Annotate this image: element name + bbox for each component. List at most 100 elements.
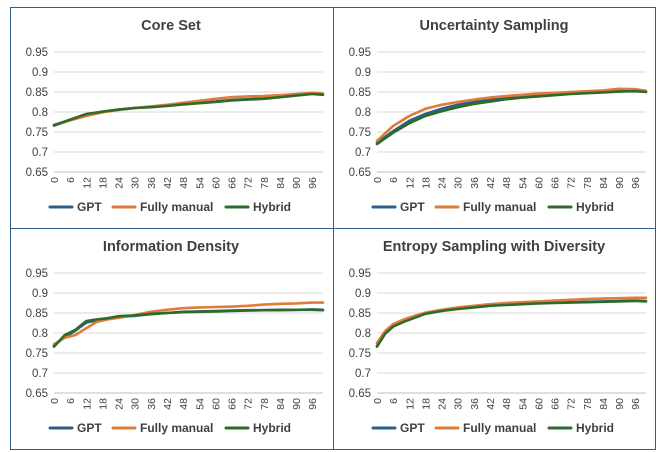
- y-tick-label: 0.8: [355, 328, 371, 340]
- x-tick-label: 66: [550, 177, 562, 189]
- x-tick-label: 60: [210, 177, 222, 189]
- series-line-hybrid: [52, 92, 325, 127]
- y-tick-label: 0.95: [26, 47, 48, 59]
- x-tick-label: 84: [275, 177, 287, 189]
- y-tick-label: 0.8: [32, 107, 48, 119]
- legend-label-hybrid: Hybrid: [253, 200, 291, 214]
- x-tick-label: 6: [388, 398, 400, 404]
- x-tick-label: 48: [178, 177, 190, 189]
- y-tick-label: 0.65: [349, 167, 371, 179]
- y-tick-label: 0.75: [26, 348, 48, 360]
- legend-label-fully-manual: Fully manual: [140, 200, 213, 214]
- y-tick-label: 0.7: [355, 368, 371, 380]
- x-tick-label: 12: [81, 177, 93, 189]
- x-tick-label: 60: [210, 398, 222, 410]
- panel-core-set: Core Set 0.95 0.9 0.85 0.8 0.75 0.7 0.650 6 12 18 2…: [26, 18, 325, 214]
- y-tick-label: 0.7: [32, 368, 48, 380]
- x-tick-label: 96: [307, 398, 319, 410]
- series-line-hybrid: [375, 89, 648, 146]
- x-tick-label: 6: [65, 398, 77, 404]
- x-tick-label: 6: [65, 177, 77, 183]
- legend-label-gpt: GPT: [400, 421, 425, 435]
- y-tick-label: 0.7: [32, 147, 48, 159]
- x-tick-label: 48: [178, 398, 190, 410]
- x-tick-label: 12: [81, 398, 93, 410]
- x-tick-label: 72: [566, 398, 578, 410]
- x-tick-label: 78: [259, 177, 271, 189]
- x-tick-label: 36: [469, 398, 481, 410]
- x-tick-label: 72: [243, 177, 255, 189]
- x-tick-label: 54: [517, 398, 529, 410]
- x-tick-label: 84: [275, 398, 287, 410]
- x-tick-label: 90: [614, 398, 626, 410]
- x-tick-label: 72: [566, 177, 578, 189]
- x-tick-label: 36: [469, 177, 481, 189]
- series-line-fully-manual: [375, 296, 648, 345]
- x-tick-label: 24: [114, 398, 126, 410]
- legend-label-fully-manual: Fully manual: [140, 421, 213, 435]
- y-tick-label: 0.75: [26, 127, 48, 139]
- y-tick-label: 0.85: [349, 87, 371, 99]
- x-tick-label: 18: [97, 177, 109, 189]
- y-tick-label: 0.95: [349, 47, 371, 59]
- legend-label-fully-manual: Fully manual: [463, 421, 536, 435]
- x-tick-label: 36: [146, 177, 158, 189]
- legend-label-hybrid: Hybrid: [576, 421, 614, 435]
- x-tick-label: 12: [404, 398, 416, 410]
- x-tick-label: 0: [49, 398, 61, 404]
- x-tick-label: 42: [485, 177, 497, 189]
- x-tick-label: 30: [130, 398, 142, 410]
- x-tick-label: 12: [404, 177, 416, 189]
- series-line-fully-manual: [375, 87, 648, 143]
- x-tick-label: 18: [97, 398, 109, 410]
- x-tick-label: 72: [243, 398, 255, 410]
- y-tick-label: 0.8: [32, 328, 48, 340]
- series-line-fully-manual: [52, 301, 325, 346]
- x-tick-label: 96: [630, 177, 642, 189]
- x-tick-label: 60: [533, 398, 545, 410]
- series-line-hybrid: [52, 308, 325, 348]
- y-tick-label: 0.85: [26, 87, 48, 99]
- x-tick-label: 24: [437, 398, 449, 410]
- y-tick-label: 0.9: [355, 288, 371, 300]
- x-tick-label: 54: [194, 398, 206, 410]
- x-tick-label: 78: [259, 398, 271, 410]
- y-tick-label: 0.95: [26, 268, 48, 280]
- legend-label-hybrid: Hybrid: [576, 200, 614, 214]
- x-tick-label: 96: [630, 398, 642, 410]
- x-tick-label: 36: [146, 398, 158, 410]
- y-tick-label: 0.75: [349, 127, 371, 139]
- y-tick-label: 0.9: [32, 67, 48, 79]
- x-tick-label: 90: [291, 177, 303, 189]
- x-tick-label: 24: [437, 177, 449, 189]
- panel-frame-core-set: [10, 7, 334, 229]
- x-tick-label: 78: [582, 398, 594, 410]
- y-tick-label: 0.65: [26, 167, 48, 179]
- y-tick-label: 0.95: [349, 268, 371, 280]
- y-tick-label: 0.85: [26, 308, 48, 320]
- x-tick-label: 96: [307, 177, 319, 189]
- x-tick-label: 54: [194, 177, 206, 189]
- x-tick-label: 48: [501, 177, 513, 189]
- legend-label-fully-manual: Fully manual: [463, 200, 536, 214]
- x-tick-label: 42: [485, 398, 497, 410]
- x-tick-label: 18: [420, 177, 432, 189]
- x-tick-label: 18: [420, 398, 432, 410]
- legend-label-gpt: GPT: [400, 200, 425, 214]
- x-tick-label: 24: [114, 177, 126, 189]
- chart-title: Uncertainty Sampling: [419, 18, 568, 34]
- x-tick-label: 0: [372, 398, 384, 404]
- x-tick-label: 0: [49, 177, 61, 183]
- x-tick-label: 60: [533, 177, 545, 189]
- legend-label-hybrid: Hybrid: [253, 421, 291, 435]
- x-tick-label: 90: [291, 398, 303, 410]
- x-tick-label: 42: [162, 177, 174, 189]
- y-tick-label: 0.9: [32, 288, 48, 300]
- chart-title: Information Density: [103, 239, 239, 255]
- panel-frame-information-density: [10, 228, 334, 450]
- legend-label-gpt: GPT: [77, 421, 102, 435]
- x-tick-label: 90: [614, 177, 626, 189]
- y-tick-label: 0.85: [349, 308, 371, 320]
- y-tick-label: 0.65: [26, 388, 48, 400]
